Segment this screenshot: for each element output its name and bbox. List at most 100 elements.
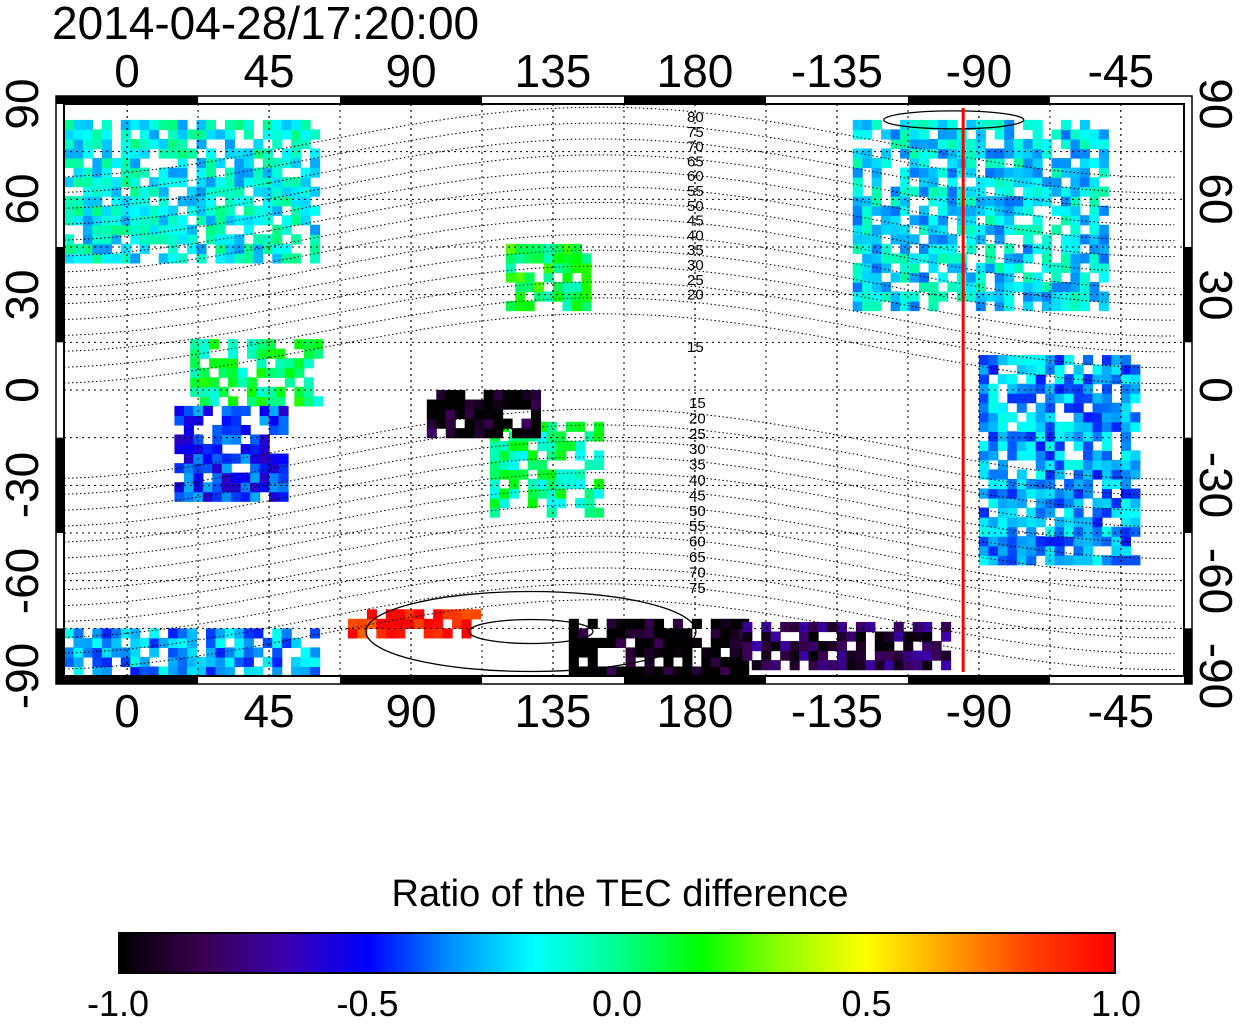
tec-cell xyxy=(742,631,753,642)
tec-cell xyxy=(890,215,901,226)
tec-cell xyxy=(997,440,1008,451)
tec-cell xyxy=(1023,272,1034,283)
tec-cell xyxy=(1004,224,1015,235)
tec-cell xyxy=(988,355,999,366)
tec-cell xyxy=(1111,412,1122,423)
tec-cell xyxy=(234,637,245,648)
tec-cell xyxy=(571,262,583,274)
tec-cell xyxy=(1013,205,1024,216)
tec-cell xyxy=(975,234,986,245)
tec-cell xyxy=(729,628,740,639)
tec-cell xyxy=(240,424,251,436)
tec-cell xyxy=(234,177,245,188)
tec-cell xyxy=(256,396,267,407)
tec-cell xyxy=(272,129,283,140)
tec-cell xyxy=(862,272,873,283)
x-tick-label-top: 135 xyxy=(514,45,592,97)
tec-cell xyxy=(183,472,194,483)
tec-cell xyxy=(918,167,930,178)
tec-cell xyxy=(499,498,510,509)
tec-cell xyxy=(275,358,286,369)
tec-cell xyxy=(672,618,683,629)
tec-cell xyxy=(240,482,251,493)
tec-cell xyxy=(900,243,911,254)
mag-contour-north xyxy=(63,313,1175,385)
tec-cell xyxy=(994,196,1005,207)
tec-cell xyxy=(130,666,141,676)
tec-cell xyxy=(221,472,232,483)
tec-cell xyxy=(546,431,557,442)
tec-cell xyxy=(1070,138,1081,150)
tec-cell xyxy=(508,440,519,451)
tec-cell xyxy=(1007,374,1018,385)
tec-cell xyxy=(464,428,475,439)
tec-cell xyxy=(1079,177,1090,188)
tec-cell xyxy=(978,355,989,366)
colorbar-title: Ratio of the TEC difference xyxy=(391,873,849,915)
tec-cell xyxy=(228,377,239,388)
tec-cell xyxy=(111,158,122,169)
tec-cell xyxy=(224,167,235,178)
tec-cell xyxy=(64,234,75,245)
tec-cell xyxy=(644,656,655,668)
tec-cell xyxy=(616,628,627,639)
tec-cell xyxy=(562,243,573,254)
tec-cell xyxy=(584,507,595,518)
tec-cell xyxy=(909,119,920,131)
tec-cell xyxy=(130,215,141,226)
tec-cell xyxy=(1089,234,1100,245)
tec-cell xyxy=(527,478,538,490)
tec-cell xyxy=(101,186,112,197)
tec-cell xyxy=(584,459,595,471)
tec-cell xyxy=(947,177,958,188)
tec-cell xyxy=(291,205,302,216)
mag-lat-label-south: 15 xyxy=(689,395,706,412)
tec-cell xyxy=(303,396,314,407)
tec-cell xyxy=(581,253,592,264)
tec-cell xyxy=(168,656,179,668)
tec-cell xyxy=(168,647,179,658)
tec-cell xyxy=(761,650,772,661)
tec-cell xyxy=(250,453,261,464)
tec-cell xyxy=(464,418,475,429)
tec-cell xyxy=(73,129,84,140)
tec-cell xyxy=(92,158,103,169)
tec-cell xyxy=(827,621,838,633)
tec-cell xyxy=(644,647,655,658)
tec-cell xyxy=(1035,507,1046,518)
tec-cell xyxy=(190,339,201,350)
tec-cell xyxy=(259,434,270,445)
tec-cell xyxy=(1016,478,1027,490)
tec-cell xyxy=(1101,364,1113,375)
tec-cell xyxy=(291,119,302,131)
tec-cell xyxy=(177,647,188,658)
tec-cell xyxy=(568,628,579,639)
tec-cell xyxy=(187,196,198,207)
mag-lat-label-north: 25 xyxy=(687,272,704,289)
tec-cell xyxy=(92,628,103,639)
tec-cell xyxy=(1079,281,1090,293)
tec-cell xyxy=(571,281,583,293)
tec-cell xyxy=(190,377,201,388)
tec-cell xyxy=(461,609,472,620)
tec-cell xyxy=(900,224,911,235)
tec-cell xyxy=(978,488,989,499)
y-tick-label-left: 60 xyxy=(0,173,48,225)
tec-cell xyxy=(291,637,302,648)
tec-cell xyxy=(174,405,185,417)
tec-cell xyxy=(635,647,646,658)
tec-cell xyxy=(994,224,1005,235)
tec-cell xyxy=(1051,281,1062,293)
tec-cell xyxy=(1060,167,1072,178)
tec-cell xyxy=(73,656,84,668)
x-tick-label-bottom: -45 xyxy=(1087,685,1155,737)
mag-lat-label-north: 70 xyxy=(687,139,704,156)
tec-cell xyxy=(565,469,576,480)
tec-cell xyxy=(243,119,254,131)
tec-cell xyxy=(300,215,311,226)
tec-cell xyxy=(250,463,261,474)
tec-cell xyxy=(625,628,636,639)
tec-cell xyxy=(1051,301,1062,312)
tec-cell xyxy=(1016,517,1027,528)
tec-cell xyxy=(1098,234,1109,245)
